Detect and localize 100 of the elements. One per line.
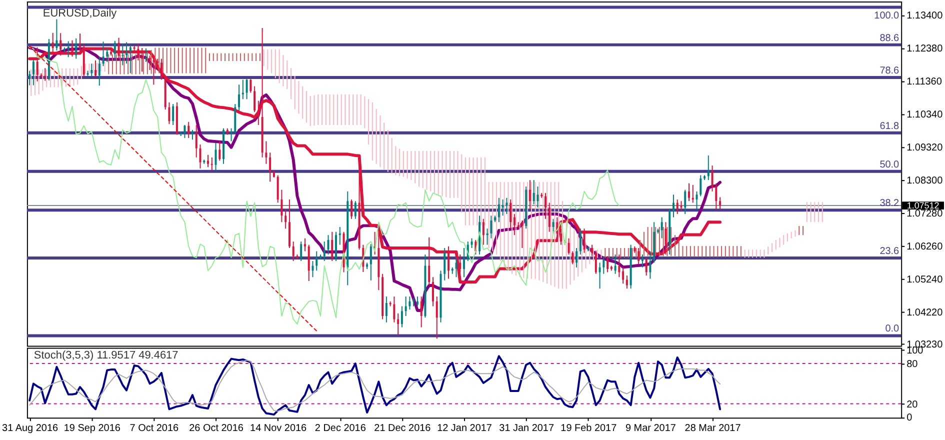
x-tick-label: 21 Dec 2016 [374,423,432,434]
y-tick-label: 20 [906,399,918,410]
candlestick [338,226,341,246]
candlestick [195,124,198,158]
chart-title: Stoch(3,5,3) 11.9517 49.4617 [34,350,178,362]
candlestick [432,276,434,307]
candlestick [114,40,116,61]
candlestick [645,257,648,276]
x-tick-label: 12 Jan 2017 [437,423,492,434]
candlestick [660,216,663,239]
annotation: 88.6 [880,32,900,44]
candlestick [207,154,209,168]
candlestick [614,254,616,274]
candlestick [583,228,586,254]
candlestick [521,220,524,249]
candlestick [711,165,714,192]
candlestick [676,198,678,215]
candlestick [470,238,473,249]
candlestick [572,250,574,265]
candlestick [102,41,104,67]
candlestick [696,190,698,210]
candlestick [75,38,78,60]
candlestick [448,246,450,280]
y-tick-label: 1.09320 [906,142,944,154]
candlestick [300,241,302,262]
candlestick [316,250,318,272]
candlestick [90,63,93,78]
candlestick [331,231,334,262]
candlestick [444,248,446,281]
candlestick [284,208,287,230]
y-tick-label: 80 [906,359,918,370]
candlestick [210,156,213,171]
x-tick-label: 2 Dec 2016 [314,423,366,434]
y-tick-label: 0 [906,412,913,424]
candlestick [532,180,535,205]
candlestick [32,59,34,86]
x-tick-label: 19 Feb 2017 [560,423,618,434]
candlestick [700,174,702,197]
y-tick-label: 1.04220 [906,308,944,319]
candlestick [98,56,100,86]
candlestick [129,44,132,74]
candlestick [560,228,562,246]
candlestick [269,152,272,182]
x-tick-label: 31 Jan 2017 [499,423,554,434]
candlestick [230,128,232,142]
candlestick [408,296,411,310]
candlestick [684,189,686,215]
annotation: 100.0 [874,10,900,22]
candlestick [579,228,582,255]
x-tick-label: 28 Mar 2017 [684,423,742,434]
candlestick [400,306,403,328]
candlestick [148,54,151,71]
annotation: 50.0 [880,159,900,170]
candlestick [393,296,396,323]
candlestick [238,84,240,111]
candlestick [280,189,283,223]
candlestick [323,241,326,262]
candlestick [436,296,438,340]
candlestick [242,79,244,100]
candlestick [160,58,162,80]
candlestick [172,104,174,126]
candlestick [482,218,484,246]
candlestick [528,180,531,210]
candlestick [420,296,422,328]
candlestick [486,228,488,246]
x-tick-label: 14 Nov 2016 [250,423,308,434]
candlestick [680,200,682,212]
candlestick [463,248,466,278]
candlestick [416,296,418,307]
x-tick-label: 31 Aug 2016 [2,423,59,434]
candlestick [692,184,694,204]
candlestick [552,218,554,234]
candlestick [56,18,58,52]
candlestick [459,254,462,273]
ref-line-label: 1.07512 [906,200,940,211]
candlestick [184,124,186,138]
candlestick [191,129,194,140]
candlestick [498,197,500,223]
candlestick [544,192,546,220]
candlestick [254,86,256,113]
candlestick [548,202,550,232]
candlestick [246,78,248,100]
candlestick [404,296,407,316]
candlestick [626,275,628,289]
x-tick-label: 26 Oct 2016 [189,423,244,434]
candlestick [513,214,516,236]
candlestick [188,121,190,138]
candlestick [370,244,372,281]
candlestick [536,186,539,208]
candlestick [257,100,260,126]
candlestick [622,266,624,284]
candlestick [335,231,338,262]
candlestick [276,174,279,204]
x-tick-label: 9 Mar 2017 [625,423,676,434]
candlestick [265,140,268,164]
y-tick-label: 1.13400 [906,10,944,22]
candlestick [598,262,601,289]
candlestick [664,222,667,255]
y-tick-label: 1.11360 [906,76,942,88]
line-series [29,46,620,325]
